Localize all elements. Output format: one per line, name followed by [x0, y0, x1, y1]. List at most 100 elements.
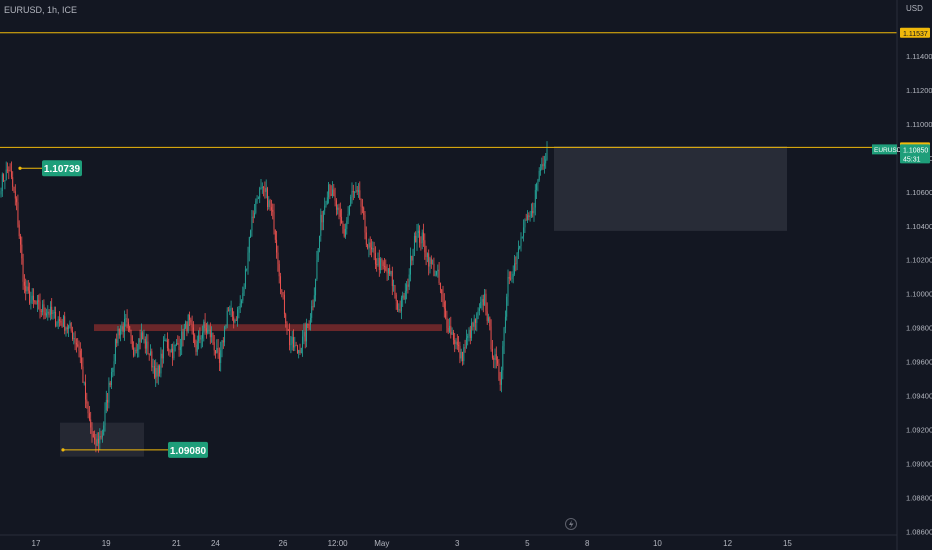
- candle: [341, 208, 343, 224]
- candle: [382, 260, 384, 270]
- candle: [280, 272, 281, 295]
- candle: [103, 421, 105, 436]
- resistance-band[interactable]: [94, 324, 442, 332]
- candle: [303, 323, 305, 345]
- candle: [35, 300, 37, 305]
- candle: [130, 329, 132, 344]
- candle: [56, 321, 58, 327]
- candle: [174, 344, 176, 352]
- y-tick-label: 1.11200: [906, 86, 932, 95]
- candle: [321, 210, 323, 231]
- candle: [235, 316, 237, 321]
- candle: [109, 380, 111, 388]
- candle: [290, 336, 292, 354]
- candle: [364, 210, 366, 240]
- candle: [498, 359, 500, 381]
- candle: [373, 241, 375, 261]
- candle: [436, 270, 437, 277]
- candle: [78, 340, 80, 358]
- candle: [212, 332, 214, 345]
- candle: [494, 348, 496, 369]
- candle: [519, 245, 521, 250]
- candle: [417, 223, 419, 238]
- candle: [146, 333, 148, 356]
- candle: [443, 293, 445, 318]
- candle: [507, 269, 509, 306]
- candle: [311, 300, 313, 323]
- lightning-icon[interactable]: [565, 518, 577, 530]
- y-tick-label: 1.09800: [906, 324, 932, 333]
- candle: [94, 430, 96, 445]
- candle: [234, 318, 236, 324]
- candle: [464, 339, 466, 353]
- candle: [524, 218, 526, 233]
- candle: [200, 335, 202, 349]
- candle: [504, 310, 506, 334]
- candle: [226, 307, 228, 329]
- candle: [261, 182, 263, 194]
- price-callout[interactable]: 1.10739: [18, 160, 82, 177]
- candle: [246, 268, 248, 272]
- candle: [486, 302, 488, 325]
- candle: [342, 220, 344, 234]
- candle: [39, 293, 41, 319]
- x-tick-label: 12:00: [328, 539, 349, 548]
- candle: [317, 248, 319, 263]
- candle: [538, 167, 540, 182]
- candle: [131, 335, 133, 350]
- candle: [90, 411, 92, 434]
- candle: [231, 307, 233, 321]
- candle: [295, 341, 297, 347]
- candle: [282, 292, 284, 300]
- candle: [400, 295, 402, 320]
- candle: [423, 223, 424, 247]
- candle: [391, 266, 393, 296]
- candle: [161, 349, 163, 368]
- candle: [294, 336, 296, 351]
- candle: [488, 313, 489, 323]
- candle: [300, 347, 302, 354]
- candle: [299, 343, 301, 355]
- candle: [515, 256, 517, 272]
- x-tick-label: 5: [525, 539, 530, 548]
- svg-text:45:31: 45:31: [903, 156, 921, 163]
- candle: [534, 184, 536, 216]
- candle: [57, 316, 59, 330]
- candle: [360, 198, 362, 215]
- candle: [74, 331, 76, 351]
- y-tick-label: 1.10200: [906, 256, 932, 265]
- candle: [415, 231, 417, 243]
- candle: [463, 344, 465, 365]
- projection-box[interactable]: [554, 145, 787, 231]
- x-tick-label: 10: [653, 539, 662, 548]
- candle: [31, 288, 33, 305]
- candle: [395, 292, 397, 310]
- candle: [430, 255, 432, 269]
- candle: [186, 321, 188, 337]
- candle: [10, 161, 12, 180]
- candle: [350, 194, 352, 207]
- candle: [252, 210, 254, 224]
- candle: [491, 339, 493, 360]
- candle: [523, 219, 525, 242]
- svg-text:1.09080: 1.09080: [170, 446, 207, 457]
- price-callout[interactable]: 1.09080: [61, 441, 208, 458]
- candle: [100, 430, 102, 440]
- candle: [40, 308, 42, 317]
- x-tick-label: 19: [102, 539, 111, 548]
- candle: [365, 226, 367, 248]
- candle: [433, 257, 435, 277]
- candle: [138, 338, 140, 358]
- candle: [269, 198, 271, 212]
- candle: [121, 321, 123, 335]
- candle: [376, 258, 378, 272]
- candle: [545, 153, 547, 169]
- candle: [169, 349, 171, 357]
- candle: [421, 229, 423, 250]
- candle: [304, 322, 306, 349]
- candle: [257, 196, 259, 200]
- candle: [393, 279, 395, 292]
- candle: [255, 198, 257, 215]
